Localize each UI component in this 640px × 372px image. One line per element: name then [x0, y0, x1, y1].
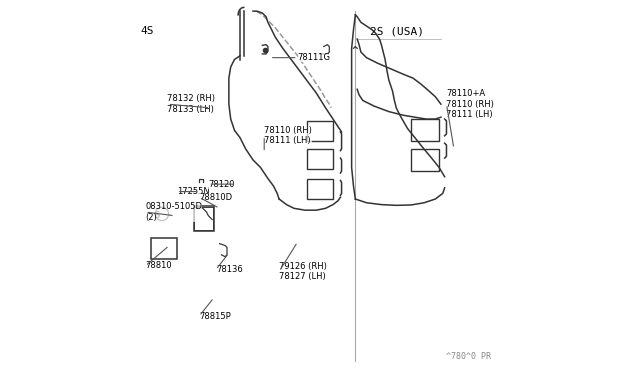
Text: 78111G: 78111G	[298, 53, 331, 62]
Text: 79126 (RH)
78127 (LH): 79126 (RH) 78127 (LH)	[279, 262, 327, 281]
Bar	[411, 149, 439, 171]
Text: 17255N: 17255N	[177, 187, 209, 196]
Text: ^780^0 PR: ^780^0 PR	[446, 352, 491, 361]
Bar	[195, 207, 213, 230]
Bar	[151, 238, 177, 259]
Text: 78810D: 78810D	[199, 193, 232, 202]
Text: 78120: 78120	[209, 180, 235, 189]
Bar	[307, 179, 333, 199]
Bar	[307, 149, 333, 169]
Text: 78815P: 78815P	[199, 312, 231, 321]
Bar	[193, 206, 214, 231]
Text: 78110+A
78110 (RH)
78111 (LH): 78110+A 78110 (RH) 78111 (LH)	[447, 89, 494, 119]
Text: 08310-5105D
(2): 08310-5105D (2)	[145, 202, 202, 222]
Bar	[307, 121, 333, 141]
Text: 78110 (RH)
78111 (LH): 78110 (RH) 78111 (LH)	[264, 126, 312, 145]
Text: 78132 (RH)
78133 (LH): 78132 (RH) 78133 (LH)	[168, 94, 216, 114]
Text: 2S (USA): 2S (USA)	[370, 26, 424, 36]
Text: 78136: 78136	[216, 265, 243, 274]
Text: 4S: 4S	[141, 26, 154, 36]
Bar	[411, 119, 439, 141]
Text: S: S	[155, 211, 160, 219]
Text: 78810: 78810	[145, 262, 172, 270]
